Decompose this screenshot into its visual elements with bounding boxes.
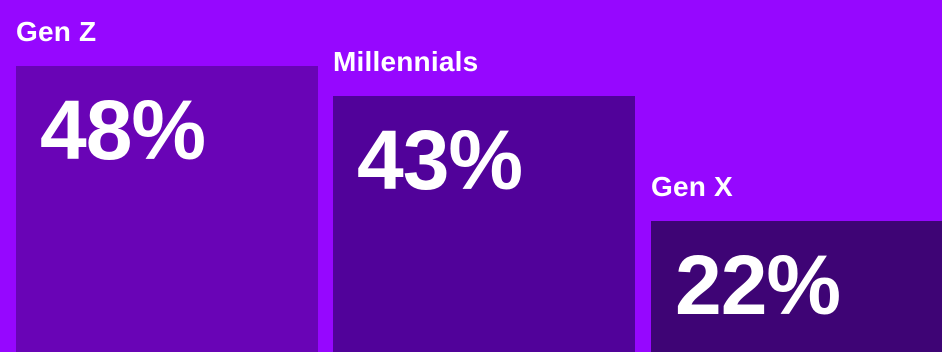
bar-label-gen-z: Gen Z xyxy=(16,16,97,47)
bar-value-millennials: 43% xyxy=(357,113,523,207)
bar-label-millennials: Millennials xyxy=(333,46,479,77)
bar-gen-z: 48% xyxy=(16,66,318,352)
bar-millennials: 43% xyxy=(333,96,635,352)
bar-gen-x: 22% xyxy=(651,221,942,352)
bar-value-gen-z: 48% xyxy=(40,83,206,177)
bar-label-gen-x: Gen X xyxy=(651,171,733,202)
bar-value-gen-x: 22% xyxy=(675,238,841,332)
